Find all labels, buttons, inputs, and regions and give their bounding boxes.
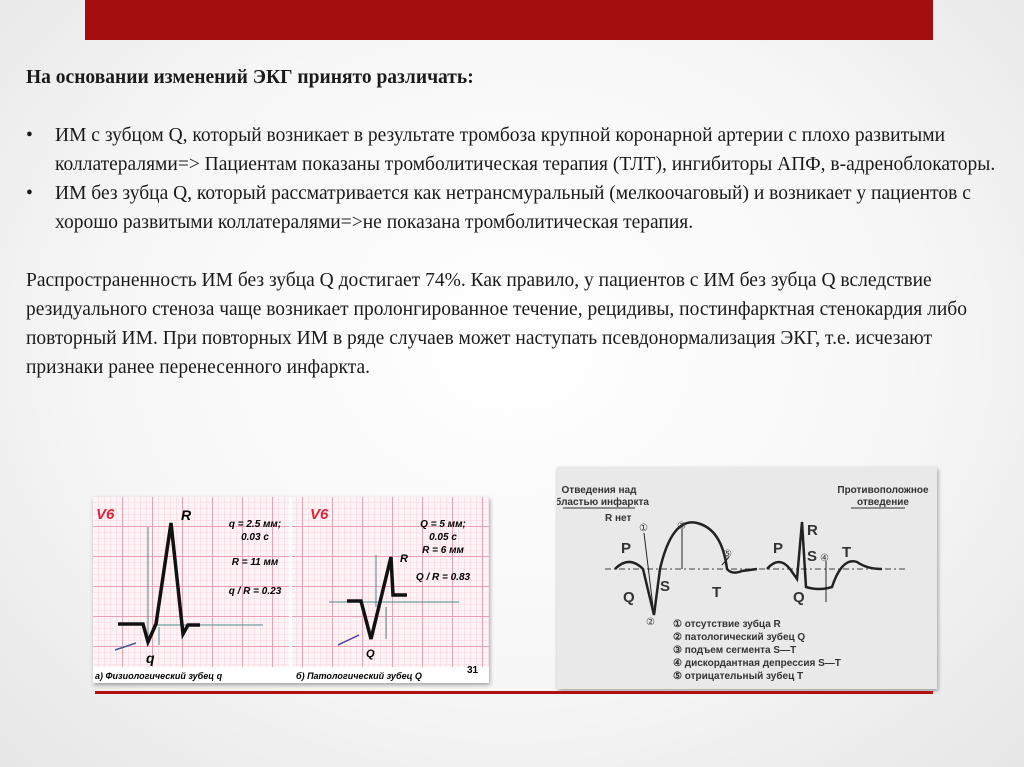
q-label: q <box>146 650 155 666</box>
caption: а) Физиологический зубец q <box>95 671 223 681</box>
marker-5: ⑤ <box>723 549 732 560</box>
marker-1: ① <box>639 523 648 534</box>
bullet-item: • ИМ без зубца Q, который рассматривается… <box>26 179 1006 237</box>
caption: б) Патологический зубец Q <box>296 671 422 681</box>
measure-text: 0.03 с <box>241 532 269 543</box>
marker-2: ② <box>646 617 655 628</box>
wave-label: T <box>712 584 721 601</box>
measure-text: R = 6 мм <box>422 545 464 556</box>
measure-text: Q / R = 0.83 <box>416 572 471 583</box>
q-label: Q <box>366 648 375 660</box>
wave-label: S <box>807 548 817 565</box>
measure-text: q = 2.5 мм; <box>229 519 281 530</box>
lead-label: V6 <box>310 506 329 523</box>
legend-item: ③ подъем сегмента S—T <box>673 645 796 656</box>
ecg-figure-q-wave: V6 R q q = 2.5 мм; 0.03 с R = 11 мм q / … <box>93 497 489 683</box>
legend-item: ② патологический зубец Q <box>673 631 805 643</box>
title-bar <box>85 0 933 40</box>
page-number: 31 <box>467 665 479 676</box>
bullet-item: • ИМ с зубцом Q, который возникает в резу… <box>26 121 1006 179</box>
measure-text: R = 11 мм <box>232 557 279 568</box>
wave-label: P <box>621 540 631 557</box>
bottom-divider <box>95 691 933 694</box>
marker-4: ④ <box>820 553 829 564</box>
title-text: отведение <box>857 497 909 508</box>
ecg-trace-a <box>118 522 200 648</box>
title-text: Отведения над <box>562 485 638 496</box>
bullet-icon: • <box>26 125 33 146</box>
slide-body: На основании изменений ЭКГ принято разли… <box>26 63 1006 382</box>
ecg-trace-opposite <box>766 521 883 591</box>
wave-label: Q <box>793 589 805 606</box>
lead-label: V6 <box>96 506 115 523</box>
wave-label: Q <box>623 589 635 606</box>
bullet-list: • ИМ с зубцом Q, который возникает в резу… <box>26 121 1006 237</box>
wave-label: R <box>807 522 818 539</box>
paragraph: Распространенность ИМ без зубца Q достиг… <box>26 270 967 378</box>
slide-heading: На основании изменений ЭКГ принято разли… <box>26 67 474 88</box>
legend-item: ⑤ отрицательный зубец T <box>673 670 803 682</box>
title-text: областью инфаркта <box>557 496 649 508</box>
bullet-icon: • <box>26 183 33 204</box>
bullet-text: ИМ без зубца Q, который рассматривается … <box>55 183 971 233</box>
bullet-text: ИМ с зубцом Q, который возникает в резул… <box>55 125 996 175</box>
measure-text: q / R = 0.23 <box>229 586 282 597</box>
legend-item: ① отсутствие зубца R <box>673 618 782 630</box>
r-absent-label: R нет <box>605 513 631 524</box>
r-label: R <box>181 507 192 523</box>
measure-text: 0.05 с <box>429 532 457 543</box>
r-label: R <box>400 553 408 565</box>
wave-label: P <box>773 540 783 557</box>
marker-3: ③ <box>677 521 686 532</box>
ecg-trace-infarct <box>614 521 758 616</box>
ecg-trace-b <box>347 556 407 640</box>
title-text: Противоположное <box>837 485 929 496</box>
legend-item: ④ дискордантная депрессия S—T <box>673 658 841 669</box>
wave-label: T <box>842 544 851 561</box>
ecg-figure-infarction-signs: Отведения над областью инфаркта Противоп… <box>557 467 937 689</box>
measure-text: Q = 5 мм; <box>420 519 466 530</box>
wave-label: S <box>660 578 670 595</box>
